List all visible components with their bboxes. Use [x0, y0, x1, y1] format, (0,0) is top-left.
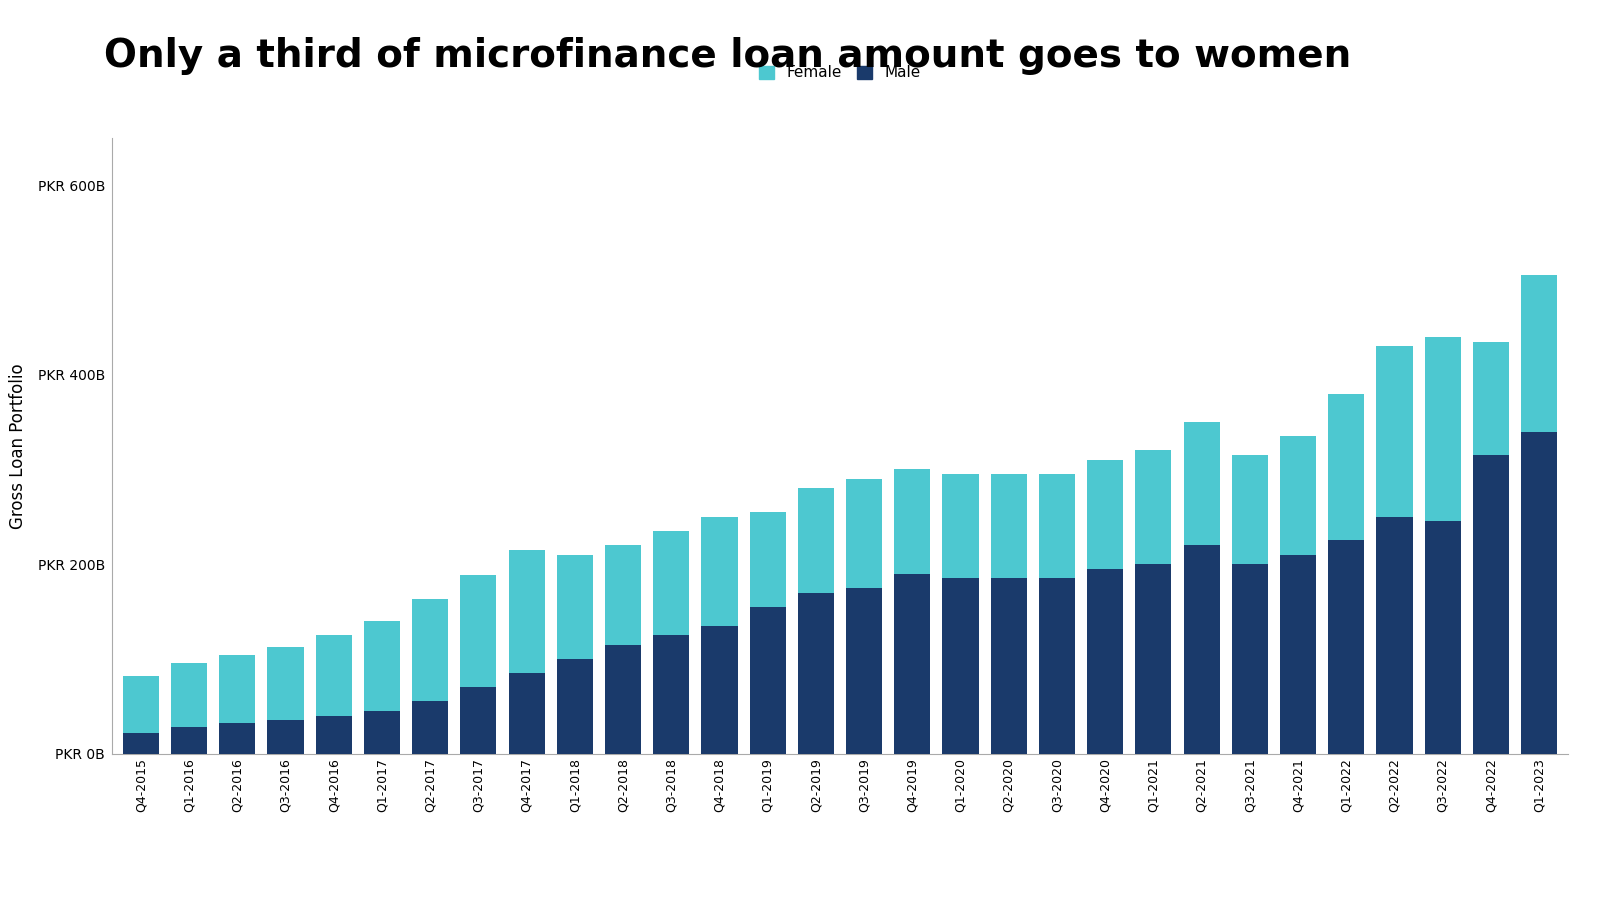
Bar	[1522, 432, 1557, 754]
Bar	[798, 488, 834, 593]
Bar	[1184, 545, 1219, 754]
Bar	[1472, 455, 1509, 754]
Bar	[171, 663, 208, 727]
Bar	[461, 575, 496, 687]
Bar	[1038, 578, 1075, 754]
Bar	[750, 512, 786, 607]
Bar	[653, 531, 690, 635]
Bar	[461, 687, 496, 754]
Bar	[315, 635, 352, 716]
Bar	[363, 711, 400, 754]
Bar	[701, 516, 738, 626]
Bar	[267, 647, 304, 720]
Bar	[219, 723, 256, 754]
Bar	[413, 701, 448, 754]
Bar	[413, 599, 448, 701]
Bar	[1232, 455, 1267, 564]
Bar	[942, 578, 979, 754]
Bar	[1280, 555, 1317, 754]
Bar	[1328, 393, 1365, 540]
Y-axis label: Gross Loan Portfolio: Gross Loan Portfolio	[8, 363, 27, 528]
Bar	[1136, 450, 1171, 564]
Bar	[605, 644, 642, 754]
Bar	[509, 550, 544, 673]
Bar	[1280, 437, 1317, 555]
Bar	[1086, 569, 1123, 754]
Bar	[846, 479, 882, 588]
Bar	[123, 732, 158, 754]
Bar	[1184, 422, 1219, 545]
Bar	[1232, 564, 1267, 754]
Bar	[1472, 342, 1509, 455]
Bar	[1086, 460, 1123, 569]
Bar	[1038, 474, 1075, 578]
Bar	[1522, 275, 1557, 432]
Bar	[750, 607, 786, 754]
Bar	[653, 635, 690, 754]
Bar	[557, 555, 594, 659]
Bar	[1376, 516, 1413, 754]
Bar	[894, 573, 930, 754]
Bar	[701, 626, 738, 754]
Bar	[894, 470, 930, 573]
Bar	[1376, 346, 1413, 516]
Bar	[846, 588, 882, 754]
Bar	[171, 727, 208, 754]
Bar	[363, 621, 400, 711]
Bar	[509, 673, 544, 754]
Bar	[123, 675, 158, 732]
Bar	[267, 720, 304, 754]
Bar	[557, 659, 594, 754]
Bar	[942, 474, 979, 578]
Bar	[1424, 336, 1461, 521]
Legend: Female, Male: Female, Male	[758, 65, 922, 81]
Bar	[1424, 521, 1461, 754]
Bar	[1328, 540, 1365, 754]
Bar	[798, 593, 834, 754]
Bar	[605, 545, 642, 644]
Bar	[990, 474, 1027, 578]
Bar	[990, 578, 1027, 754]
Text: Only a third of microfinance loan amount goes to women: Only a third of microfinance loan amount…	[104, 37, 1352, 74]
Bar	[315, 716, 352, 754]
Bar	[219, 655, 256, 723]
Bar	[1136, 564, 1171, 754]
